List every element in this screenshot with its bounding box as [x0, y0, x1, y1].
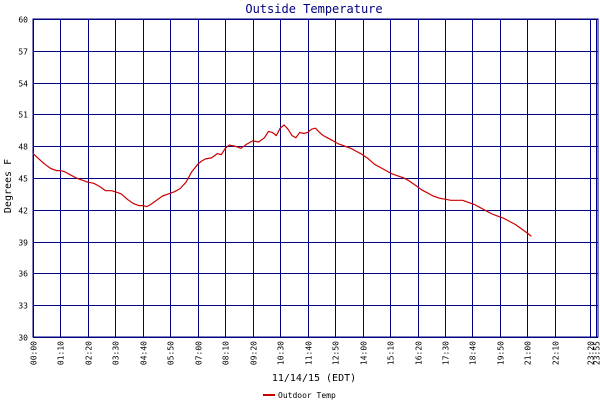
x-tick-label: 10:30 — [277, 341, 286, 365]
y-axis-ticks: 30 33 36 39 42 45 48 51 54 57 60 — [18, 16, 28, 343]
series-line-outdoor-temp — [32, 124, 532, 237]
x-tick-label: 15:10 — [387, 341, 396, 365]
chart-title: Outside Temperature — [245, 2, 382, 16]
x-tick-label: 21:00 — [524, 341, 533, 365]
x-tick-label: 23:55 — [593, 341, 600, 365]
x-tick-label: 03:30 — [112, 341, 121, 365]
x-tick-label: 05:50 — [167, 341, 176, 365]
y-tick-label: 57 — [18, 48, 28, 57]
legend-label: Outdoor Temp — [278, 391, 336, 400]
x-tick-label: 18:40 — [469, 341, 478, 365]
x-axis-ticks: 00:00 01:10 02:20 03:30 04:40 05:50 07:00 08:10… — [30, 341, 600, 365]
x-axis-label: 11/14/15 (EDT) — [272, 373, 356, 384]
grid-lines — [33, 19, 598, 338]
y-tick-label: 33 — [18, 302, 28, 311]
series-lines — [32, 124, 532, 237]
x-tick-label: 00:00 — [30, 341, 39, 365]
x-tick-label: 16:20 — [415, 341, 424, 365]
x-tick-label: 02:20 — [85, 341, 94, 365]
y-tick-label: 48 — [18, 143, 28, 152]
y-tick-label: 30 — [18, 334, 28, 343]
x-tick-label: 01:10 — [57, 341, 66, 365]
x-tick-label: 04:40 — [140, 341, 149, 365]
y-tick-label: 54 — [18, 80, 28, 89]
y-tick-label: 42 — [18, 207, 28, 216]
y-tick-label: 36 — [18, 270, 28, 279]
x-tick-label: 19:50 — [497, 341, 506, 365]
y-tick-label: 60 — [18, 16, 28, 25]
y-tick-label: 51 — [18, 111, 28, 120]
x-tick-label: 07:00 — [195, 341, 204, 365]
x-tick-label: 22:10 — [552, 341, 561, 365]
x-tick-label: 11:40 — [305, 341, 314, 365]
x-tick-label: 14:00 — [360, 341, 369, 365]
legend: Outdoor Temp — [263, 391, 336, 400]
x-tick-label: 23:20 — [587, 341, 596, 365]
x-tick-label: 08:10 — [222, 341, 231, 365]
y-axis-label: Degrees F — [3, 159, 14, 213]
x-tick-label: 09:20 — [250, 341, 259, 365]
x-tick-label: 17:30 — [442, 341, 451, 365]
x-tick-label: 12:50 — [332, 341, 341, 365]
y-tick-label: 45 — [18, 175, 28, 184]
y-tick-label: 39 — [18, 239, 28, 248]
